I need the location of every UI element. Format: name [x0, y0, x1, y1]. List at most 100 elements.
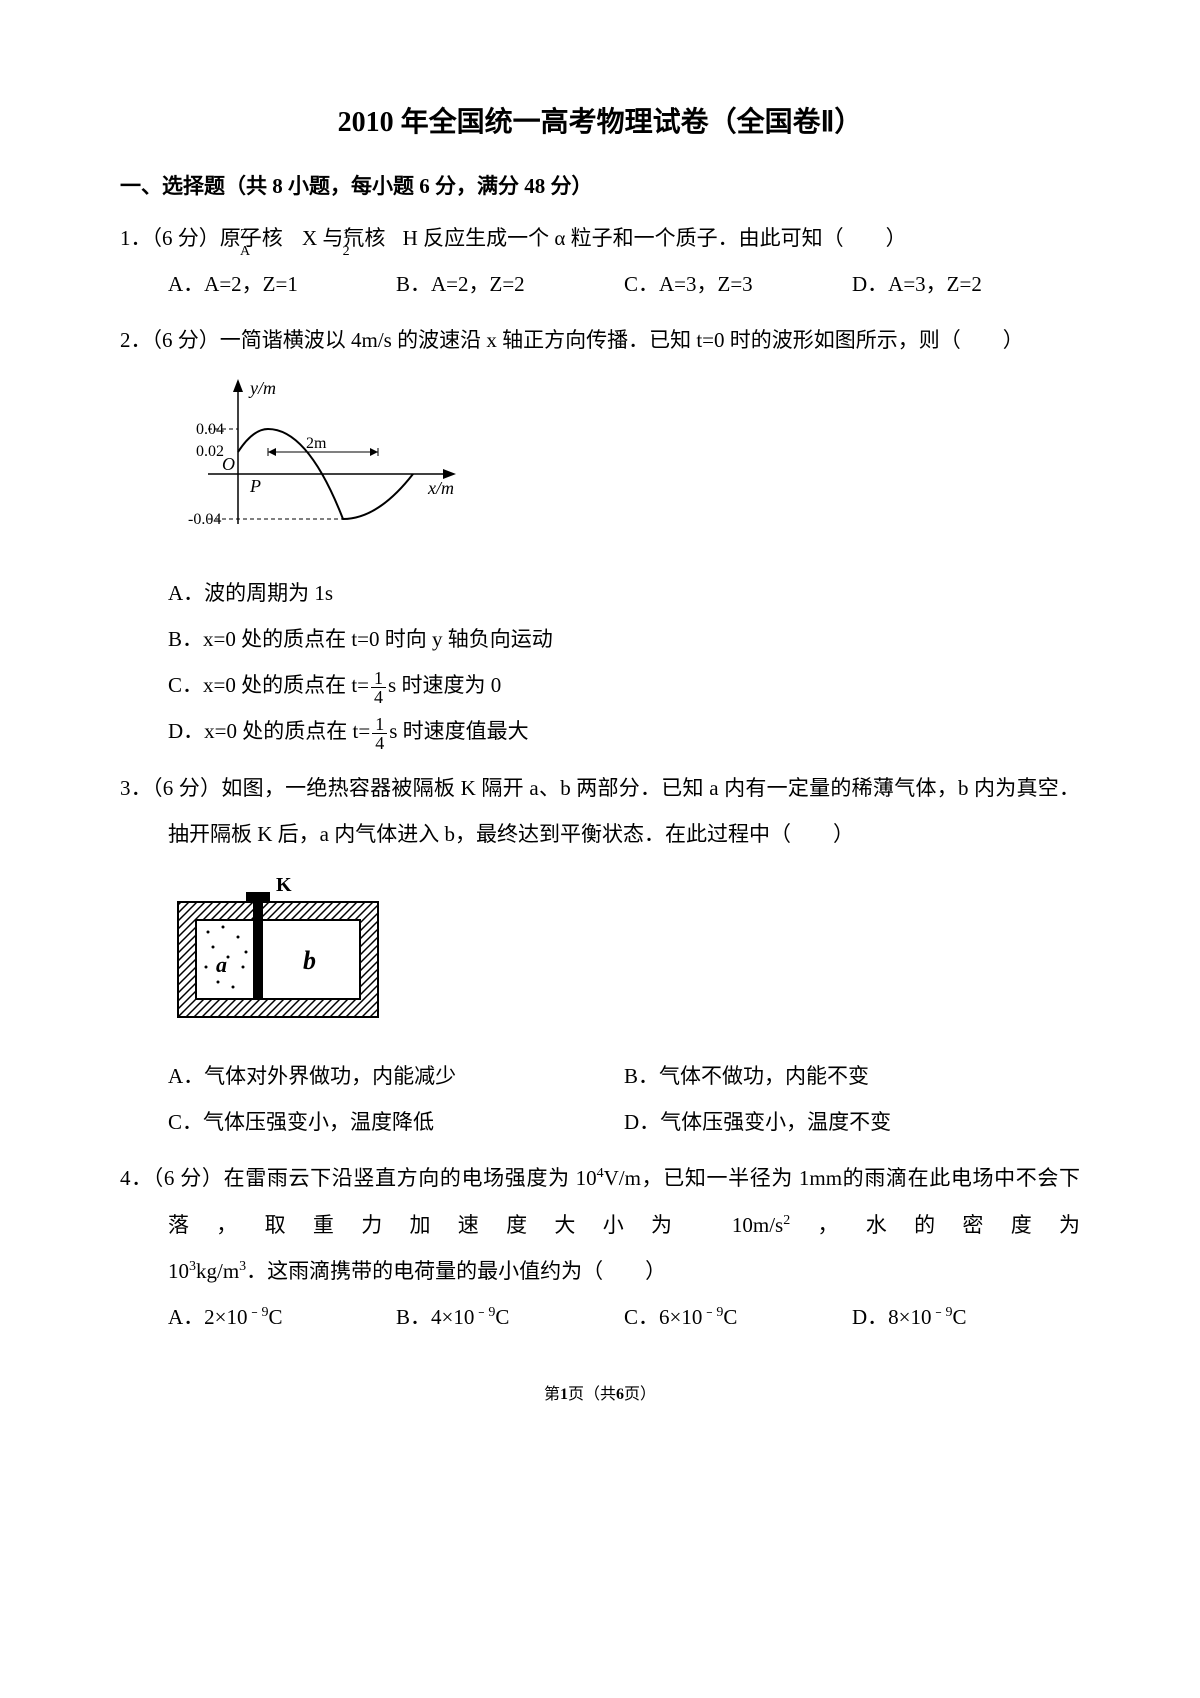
gas-dot	[237, 935, 240, 938]
q4-optB-exp: ﹣9	[474, 1305, 495, 1320]
partition	[253, 902, 263, 999]
q4-e3: 3	[189, 1259, 196, 1274]
q1-points: （6 分）	[152, 226, 220, 250]
q3-optC: C．气体压强变小，温度降低	[168, 1099, 624, 1145]
q1-nuc2-sym: H	[403, 226, 418, 250]
q4-optA-exp: ﹣9	[248, 1305, 269, 1320]
q2-figure: y/m x/m 0.04 0.02 O P -0.04 2m	[168, 374, 1080, 560]
q4-optD-post: C	[953, 1305, 967, 1329]
q4-optB-pre: B．4×10	[396, 1305, 474, 1329]
q3-text: 如图，一绝热容器被隔板 K 隔开 a、b 两部分．已知 a 内有一定量的稀薄气体…	[168, 776, 1080, 846]
q1-optD: D．A=3，Z=2	[852, 261, 1080, 307]
q4-t4: kg/m	[196, 1259, 239, 1283]
gas-dot	[207, 930, 210, 933]
xlabel: x/m	[427, 478, 454, 498]
q4-optB-post: C	[495, 1305, 509, 1329]
q2-optC-pre: C．x=0 处的质点在 t=	[168, 673, 369, 697]
q2-optC-post: s 时速度为 0	[388, 673, 501, 697]
question-2: 2．（6 分）一简谐横波以 4m/s 的波速沿 x 轴正方向传播．已知 t=0 …	[120, 317, 1080, 754]
q2-optD-num: 1	[372, 715, 387, 734]
q2-optD-frac: 14	[372, 715, 387, 752]
q4-optA: A．2×10﹣9C	[168, 1294, 396, 1340]
footer-pre: 第	[544, 1386, 560, 1403]
q4-optA-pre: A．2×10	[168, 1305, 248, 1329]
q2-points: （6 分）	[152, 328, 220, 352]
q2-optC-frac: 14	[371, 669, 386, 706]
q2-optC: C．x=0 处的质点在 t=14s 时速度为 0	[120, 662, 1080, 708]
q4-optC: C．6×10﹣9C	[624, 1294, 852, 1340]
q4-optD-pre: D．8×10	[852, 1305, 932, 1329]
q4-optB: B．4×10﹣9C	[396, 1294, 624, 1340]
q1-tail: 反应生成一个 α 粒子和一个质子．由此可知（ ）	[418, 226, 907, 250]
p-label: P	[249, 476, 261, 496]
question-4-body: 4．（6 分）在雷雨云下沿竖直方向的电场强度为 104V/m，已知一半径为 1m…	[120, 1155, 1080, 1294]
y1-label: 0.04	[196, 421, 224, 438]
wl-arrow-right-icon	[370, 448, 378, 456]
q1-options: A．A=2，Z=1 B．A=2，Z=2 C．A=3，Z=3 D．A=3，Z=2	[120, 261, 1080, 307]
y-axis-arrow-icon	[233, 379, 243, 392]
footer-total: 6	[616, 1386, 624, 1403]
gas-dot	[212, 945, 215, 948]
question-3-body: 3．（6 分）如图，一绝热容器被隔板 K 隔开 a、b 两部分．已知 a 内有一…	[120, 765, 1080, 857]
question-4: 4．（6 分）在雷雨云下沿竖直方向的电场强度为 104V/m，已知一半径为 1m…	[120, 1155, 1080, 1340]
q3-options-row1: A．气体对外界做功，内能减少 B．气体不做功，内能不变	[120, 1053, 1080, 1099]
b-label: b	[303, 946, 316, 975]
footer-page: 1	[560, 1386, 568, 1403]
wl-arrow-left-icon	[268, 448, 276, 456]
k-label: K	[276, 874, 292, 896]
q1-text-1: 原子核	[220, 226, 288, 250]
q1-number: 1．	[120, 226, 152, 250]
q2-optB: B．x=0 处的质点在 t=0 时向 y 轴负向运动	[120, 616, 1080, 662]
q1-mid1: 与氘核	[317, 226, 391, 250]
y2-label: 0.02	[196, 443, 224, 460]
span-label: 2m	[306, 435, 327, 452]
q2-optD: D．x=0 处的质点在 t=14s 时速度值最大	[120, 708, 1080, 754]
q2-optD-pre: D．x=0 处的质点在 t=	[168, 719, 370, 743]
gas-dot	[205, 965, 208, 968]
section-1-header: 一、选择题（共 8 小题，每小题 6 分，满分 48 分）	[120, 170, 1080, 200]
q4-t5: ．这雨滴携带的电荷量的最小值约为（ ）	[246, 1259, 666, 1283]
q2-text: 一简谐横波以 4m/s 的波速沿 x 轴正方向传播．已知 t=0 时的波形如图所…	[220, 328, 1024, 352]
q3-container-svg: K a b	[168, 867, 388, 1027]
q4-number: 4．	[120, 1166, 153, 1190]
gas-dot	[242, 965, 245, 968]
a-label: a	[216, 952, 227, 977]
q2-optD-den: 4	[372, 734, 387, 752]
q4-optC-post: C	[723, 1305, 737, 1329]
partition-handle	[246, 892, 270, 902]
q2-wave-svg: y/m x/m 0.04 0.02 O P -0.04 2m	[168, 374, 468, 544]
q4-optD: D．8×10﹣9C	[852, 1294, 1080, 1340]
q3-optD: D．气体压强变小，温度不变	[624, 1099, 1080, 1145]
paper-title: 2010 年全国统一高考物理试卷（全国卷Ⅱ）	[120, 100, 1080, 140]
question-1-body: 1．（6 分）原子核 AZX 与氘核 21H 反应生成一个 α 粒子和一个质子．…	[120, 215, 1080, 261]
gas-dot	[222, 925, 225, 928]
page-container: 2010 年全国统一高考物理试卷（全国卷Ⅱ） 一、选择题（共 8 小题，每小题 …	[0, 0, 1200, 1454]
q4-optC-exp: ﹣9	[702, 1305, 723, 1320]
gas-dot	[245, 950, 248, 953]
q2-optA: A．波的周期为 1s	[120, 570, 1080, 616]
question-1: 1．（6 分）原子核 AZX 与氘核 21H 反应生成一个 α 粒子和一个质子．…	[120, 215, 1080, 307]
origin-label: O	[222, 454, 235, 474]
q4-optD-exp: ﹣9	[932, 1305, 953, 1320]
gas-dot	[217, 980, 220, 983]
q4-t1: 在雷雨云下沿竖直方向的电场强度为 10	[224, 1166, 597, 1190]
q4-options: A．2×10﹣9C B．4×10﹣9C C．6×10﹣9C D．8×10﹣9C	[120, 1294, 1080, 1340]
q1-optC: C．A=3，Z=3	[624, 261, 852, 307]
q3-optA: A．气体对外界做功，内能减少	[168, 1053, 624, 1099]
q1-optB: B．A=2，Z=2	[396, 261, 624, 307]
ymin-label: -0.04	[188, 511, 221, 528]
q2-optD-post: s 时速度值最大	[389, 719, 528, 743]
q1-optA: A．A=2，Z=1	[168, 261, 396, 307]
q4-optC-pre: C．6×10	[624, 1305, 702, 1329]
q3-figure: K a b	[168, 867, 1080, 1043]
footer-mid: 页（共	[568, 1386, 616, 1403]
gas-dot	[232, 985, 235, 988]
question-2-body: 2．（6 分）一简谐横波以 4m/s 的波速沿 x 轴正方向传播．已知 t=0 …	[120, 317, 1080, 363]
q3-points: （6 分）	[152, 776, 221, 800]
q3-optB: B．气体不做功，内能不变	[624, 1053, 1080, 1099]
ylabel: y/m	[248, 378, 276, 398]
q3-number: 3．	[120, 776, 152, 800]
q2-number: 2．	[120, 328, 152, 352]
q4-e1: 4	[597, 1166, 604, 1181]
page-footer: 第1页（共6页）	[120, 1380, 1080, 1404]
